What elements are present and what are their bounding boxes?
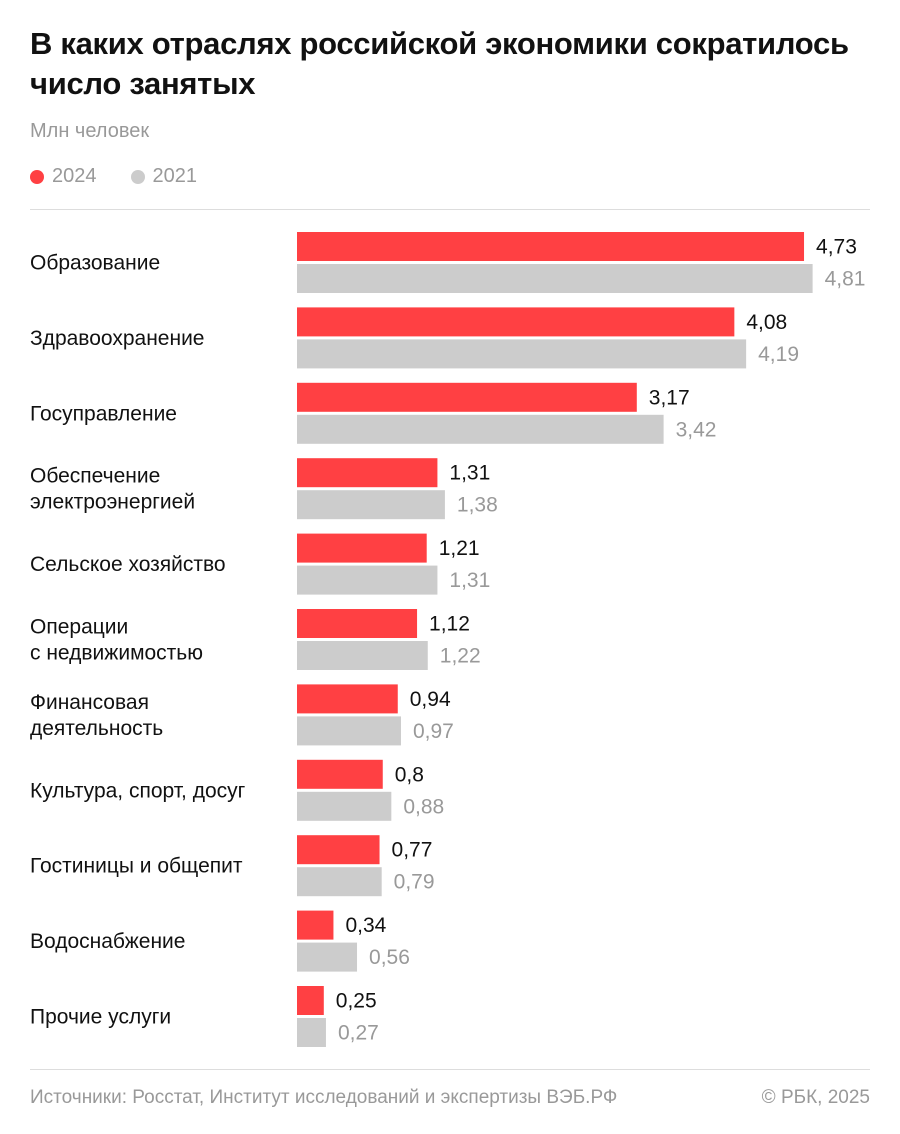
- bar-2024: [297, 382, 637, 412]
- value-label-2024: 1,31: [449, 462, 490, 485]
- bar-2021: [297, 264, 813, 293]
- bar-2024: [297, 759, 383, 789]
- bar-2021: [297, 339, 747, 369]
- category-label: Обеспечение: [30, 465, 160, 488]
- legend-label: 2021: [152, 165, 198, 187]
- bar-2021: [297, 1018, 326, 1047]
- bar-2021: [297, 942, 358, 972]
- bar-2024: [297, 533, 427, 563]
- value-label-2021: 1,31: [449, 569, 490, 592]
- legend-item-2021: 2021: [130, 165, 198, 188]
- value-label-2024: 0,34: [345, 914, 386, 937]
- value-label-2024: 4,73: [816, 236, 857, 259]
- value-label-2024: 0,77: [392, 839, 433, 862]
- bar-2024: [297, 684, 398, 714]
- value-label-2021: 4,81: [825, 268, 866, 291]
- category-label: Операции: [30, 616, 128, 639]
- value-label-2021: 3,42: [676, 418, 717, 441]
- bottom-divider: [30, 1069, 870, 1070]
- bar-2024: [297, 986, 324, 1015]
- source-note: Источники: Росстат, Институт исследовани…: [30, 1087, 618, 1108]
- legend-label: 2024: [52, 165, 97, 187]
- copyright: © РБК, 2025: [761, 1087, 870, 1108]
- category-label: Гостиницы и общепит: [30, 855, 243, 878]
- bar-2024: [297, 835, 380, 865]
- category-label: Водоснабжение: [30, 930, 185, 953]
- value-label-2024: 0,8: [395, 763, 424, 786]
- value-label-2024: 0,25: [336, 990, 377, 1013]
- value-label-2021: 0,97: [413, 720, 454, 743]
- bar-2021: [297, 791, 392, 821]
- bar-2024: [297, 910, 334, 940]
- value-label-2024: 1,12: [429, 613, 470, 636]
- category-label: Образование: [30, 252, 160, 275]
- category-label: Здравоохранение: [30, 327, 204, 350]
- bar-2021: [297, 414, 664, 444]
- bar-2024: [297, 458, 438, 488]
- value-label-2021: 0,27: [338, 1022, 379, 1045]
- value-label-2024: 1,21: [439, 537, 480, 560]
- bar-2021: [297, 490, 445, 520]
- value-label-2024: 4,08: [746, 311, 787, 334]
- category-label: деятельность: [30, 717, 163, 740]
- legend-dot-icon: [30, 169, 44, 184]
- bar-2021: [297, 716, 401, 746]
- value-label-2021: 0,79: [394, 871, 435, 894]
- bar-2024: [297, 232, 805, 261]
- chart-subtitle: Млн человек: [30, 120, 150, 142]
- bar-2021: [297, 867, 382, 897]
- value-label-2024: 3,17: [649, 386, 690, 409]
- bar-2024: [297, 609, 418, 638]
- value-label-2021: 1,22: [440, 645, 481, 668]
- value-label-2021: 4,19: [758, 343, 799, 366]
- category-label: Госуправление: [30, 402, 177, 425]
- value-label-2024: 0,94: [410, 688, 451, 711]
- category-label: электроэнергией: [30, 491, 195, 514]
- category-label: Сельское хозяйство: [30, 553, 226, 576]
- top-divider: [30, 209, 870, 210]
- bar-2021: [297, 641, 428, 670]
- category-label: с недвижимостью: [30, 642, 203, 665]
- category-label: Прочие услуги: [30, 1006, 171, 1029]
- value-label-2021: 0,56: [369, 946, 410, 969]
- chart-title: В каких отраслях российской экономики со…: [30, 26, 849, 101]
- category-label: Культура, спорт, досуг: [30, 779, 246, 802]
- legend-item-2024: 2024: [30, 165, 97, 188]
- bar-2021: [297, 565, 438, 595]
- value-label-2021: 0,88: [403, 795, 444, 818]
- legend-dot-icon: [130, 169, 145, 184]
- legend: 2024 2021: [30, 165, 197, 188]
- value-label-2021: 1,38: [457, 494, 498, 517]
- bar-2024: [297, 307, 735, 337]
- category-label: Финансовая: [30, 691, 149, 714]
